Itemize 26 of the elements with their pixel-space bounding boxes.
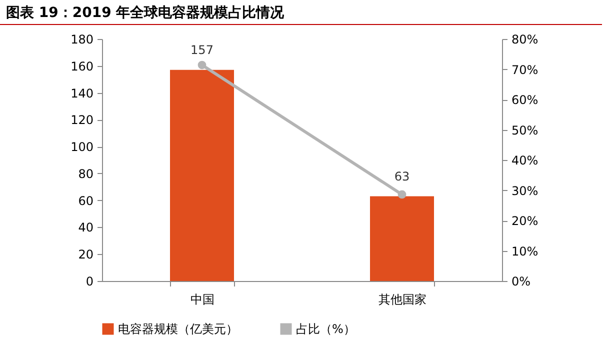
y-tick-label: 80: [78, 166, 94, 181]
x-tick-label: 中国: [190, 292, 214, 306]
y-tick-label: 140: [70, 86, 94, 100]
y2-tick-label: 10%: [512, 244, 538, 258]
chart-title: 图表 19：2019 年全球电容器规模占比情况: [0, 0, 602, 25]
data-label: 63: [394, 169, 410, 184]
x-tick-label: 其他国家: [378, 292, 426, 306]
data-label: 157: [190, 42, 214, 57]
legend-label: 电容器规模（亿美元）: [118, 322, 238, 336]
y-tick-label: 20: [78, 248, 94, 262]
y2-tick-label: 70%: [512, 62, 538, 77]
y2-tick-label: 80%: [512, 32, 538, 46]
y-tick-label: 160: [70, 59, 94, 74]
y2-tick-label: 30%: [512, 184, 538, 198]
y-tick-label: 180: [70, 32, 94, 46]
y2-tick-label: 50%: [512, 123, 538, 138]
y2-tick-label: 0%: [512, 274, 531, 288]
y-tick-label: 100: [70, 140, 94, 154]
legend-label: 占比（%）: [296, 322, 356, 336]
y2-tick-label: 40%: [512, 154, 538, 168]
y-tick-label: 0: [86, 274, 94, 288]
y-tick-label: 120: [70, 113, 94, 128]
y-tick-label: 60: [78, 194, 94, 208]
y2-tick-label: 60%: [512, 93, 538, 107]
y-tick-label: 40: [78, 220, 94, 235]
y2-tick-label: 20%: [512, 214, 538, 228]
